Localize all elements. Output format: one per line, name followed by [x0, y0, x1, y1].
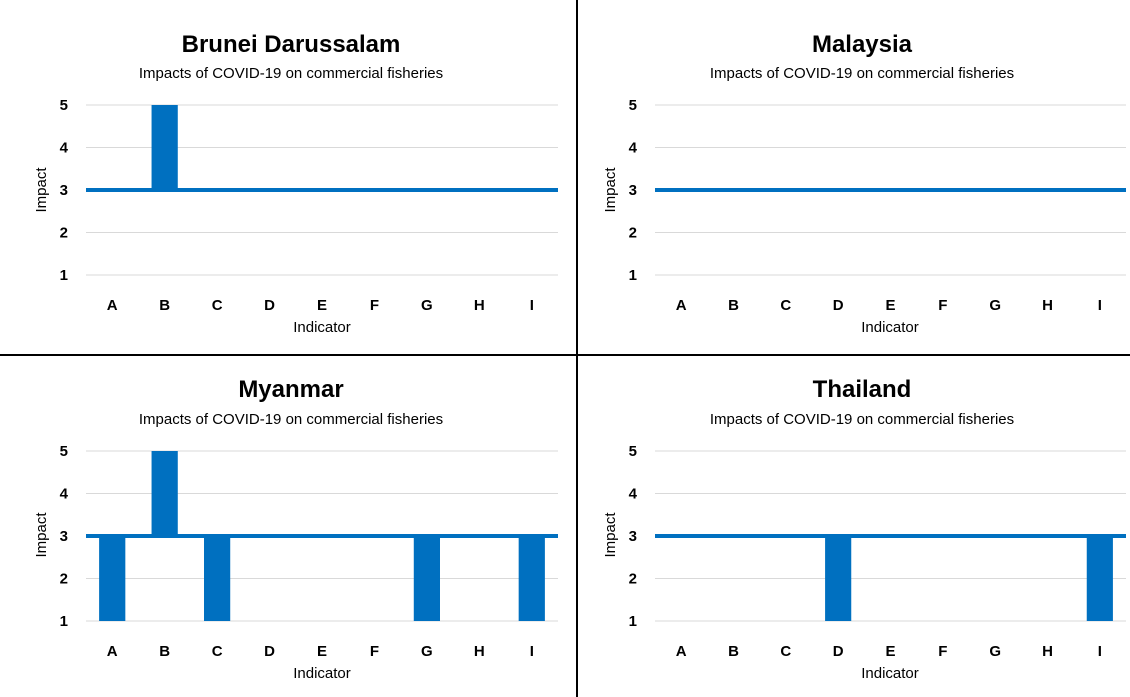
x-tick-label: H [474, 643, 485, 660]
chart-panel-myanmar: Myanmar Impacts of COVID-19 on commercia… [33, 376, 558, 682]
bar-i [1086, 536, 1113, 621]
x-tick-label: G [421, 643, 433, 660]
y-tick-label: 2 [60, 571, 68, 588]
bar-g [413, 536, 440, 621]
chart-title: Myanmar [238, 376, 343, 403]
y-tick-label: 5 [60, 97, 68, 114]
chart-panel-thailand: Thailand Impacts of COVID-19 on commerci… [602, 376, 1126, 682]
y-tick-label: 1 [60, 267, 68, 284]
x-tick-label: D [264, 643, 275, 660]
x-tick-label: A [107, 643, 118, 660]
y-tick-label: 4 [60, 140, 69, 157]
x-tick-label: C [212, 643, 223, 660]
x-axis-label: Indicator [293, 319, 351, 336]
x-axis-label: Indicator [293, 665, 351, 682]
x-tick-label: I [530, 643, 534, 660]
x-tick-label: E [885, 643, 895, 660]
x-tick-label: E [885, 297, 895, 314]
y-tick-label: 3 [629, 528, 637, 545]
x-tick-label: D [833, 297, 844, 314]
x-tick-label: I [1098, 297, 1102, 314]
x-tick-label: B [159, 297, 170, 314]
x-tick-label: G [989, 643, 1001, 660]
x-tick-label: B [728, 297, 739, 314]
x-tick-label: E [317, 297, 327, 314]
plot-area: 1 2 3 4 5 A B C D E F G H I [60, 443, 558, 660]
x-tick-label: H [474, 297, 485, 314]
bar-b [151, 105, 178, 190]
bar-d [825, 536, 852, 621]
bar-c [204, 536, 231, 621]
x-tick-label: C [780, 643, 791, 660]
x-tick-label: F [938, 297, 947, 314]
x-tick-label: I [1098, 643, 1102, 660]
x-tick-label: E [317, 643, 327, 660]
y-tick-label: 2 [629, 571, 637, 588]
y-tick-label: 2 [629, 225, 637, 242]
y-tick-label: 4 [60, 486, 69, 503]
x-tick-label: I [530, 297, 534, 314]
y-tick-label: 3 [629, 182, 637, 199]
y-tick-label: 3 [60, 182, 68, 199]
chart-subtitle: Impacts of COVID-19 on commercial fisher… [139, 411, 443, 428]
y-tick-label: 1 [629, 613, 637, 630]
x-tick-label: A [676, 643, 687, 660]
x-tick-label: B [159, 643, 170, 660]
bar-i [518, 536, 545, 621]
y-axis-label: Impact [602, 167, 619, 213]
x-tick-label: G [989, 297, 1001, 314]
x-tick-label: H [1042, 297, 1053, 314]
x-axis-label: Indicator [861, 319, 919, 336]
y-tick-label: 3 [60, 528, 68, 545]
chart-title: Brunei Darussalam [182, 31, 401, 58]
y-axis-label: Impact [33, 512, 50, 558]
x-tick-label: D [833, 643, 844, 660]
x-tick-label: B [728, 643, 739, 660]
x-tick-label: F [370, 643, 379, 660]
y-tick-label: 4 [629, 486, 638, 503]
y-axis-label: Impact [33, 167, 50, 213]
y-tick-label: 1 [60, 613, 68, 630]
chart-title: Thailand [813, 376, 912, 403]
y-tick-label: 2 [60, 225, 68, 242]
y-tick-label: 5 [629, 97, 637, 114]
y-tick-label: 5 [629, 443, 637, 460]
x-tick-label: H [1042, 643, 1053, 660]
x-tick-label: C [212, 297, 223, 314]
x-tick-label: A [107, 297, 118, 314]
bar-b [151, 451, 178, 536]
chart-subtitle: Impacts of COVID-19 on commercial fisher… [710, 65, 1014, 82]
x-tick-label: F [370, 297, 379, 314]
y-tick-label: 5 [60, 443, 68, 460]
x-tick-label: F [938, 643, 947, 660]
plot-area: 1 2 3 4 5 A B C D E F G H I [60, 97, 558, 314]
chart-panel-malaysia: Malaysia Impacts of COVID-19 on commerci… [602, 31, 1126, 336]
x-tick-label: C [780, 297, 791, 314]
y-axis-label: Impact [602, 512, 619, 558]
plot-area: 1 2 3 4 5 A B C D E F G H I [629, 97, 1126, 314]
x-tick-label: A [676, 297, 687, 314]
y-tick-label: 1 [629, 267, 637, 284]
chart-subtitle: Impacts of COVID-19 on commercial fisher… [139, 65, 443, 82]
plot-area: 1 2 3 4 5 A B C D E F G H I [629, 443, 1126, 660]
chart-subtitle: Impacts of COVID-19 on commercial fisher… [710, 411, 1014, 428]
chart-panel-brunei: Brunei Darussalam Impacts of COVID-19 on… [33, 31, 558, 336]
bar-a [99, 536, 126, 621]
x-axis-label: Indicator [861, 665, 919, 682]
chart-title: Malaysia [812, 31, 913, 58]
x-tick-label: G [421, 297, 433, 314]
y-tick-label: 4 [629, 140, 638, 157]
x-tick-label: D [264, 297, 275, 314]
